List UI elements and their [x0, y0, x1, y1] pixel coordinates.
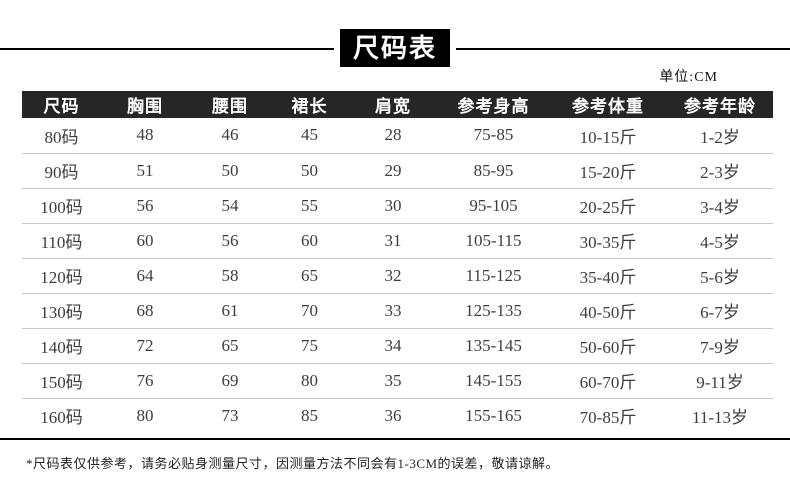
skirt-length-cell: 75 — [271, 328, 348, 364]
table-row: 150码 76 69 80 35 145-155 60-70斤 9-11岁 — [22, 363, 773, 399]
shoulder-width-cell: 34 — [348, 328, 438, 364]
table-row: 160码 80 73 85 36 155-165 70-85斤 11-13岁 — [22, 398, 773, 433]
skirt-length-cell: 60 — [271, 223, 348, 259]
chest-cell: 51 — [101, 153, 189, 189]
ref-weight-cell: 20-25斤 — [549, 188, 667, 224]
table-row: 110码 60 56 60 31 105-115 30-35斤 4-5岁 — [22, 223, 773, 259]
table-row: 120码 64 58 65 32 115-125 35-40斤 5-6岁 — [22, 258, 773, 294]
ref-weight-cell: 35-40斤 — [549, 258, 667, 294]
bottom-divider-line — [0, 438, 790, 440]
ref-age-cell: 11-13岁 — [691, 408, 749, 428]
size-cell: 140码 — [22, 328, 101, 364]
ref-weight-cell: 15-20斤 — [549, 153, 667, 189]
table-row: 100码 56 54 55 30 95-105 20-25斤 3-4岁 — [22, 188, 773, 224]
ref-weight-cell: 60-70斤 — [549, 363, 667, 399]
chest-cell: 60 — [101, 223, 189, 259]
size-cell: 110码 — [22, 223, 101, 259]
shoulder-width-cell: 32 — [348, 258, 438, 294]
ref-weight-cell: 30-35斤 — [549, 223, 667, 259]
ref-height-cell: 75-85 — [438, 118, 549, 154]
skirt-length-cell: 50 — [271, 153, 348, 189]
shoulder-width-cell: 35 — [348, 363, 438, 399]
waist-cell: 50 — [189, 153, 271, 189]
waist-cell: 69 — [189, 363, 271, 399]
skirt-length-cell: 80 — [271, 363, 348, 399]
table-row: 80码 48 46 45 28 75-85 10-15斤 1-2岁 — [22, 118, 773, 154]
waist-cell: 58 — [189, 258, 271, 294]
chest-cell: 76 — [101, 363, 189, 399]
ref-age-cell: 9-11岁 — [667, 363, 773, 399]
chest-cell: 64 — [101, 258, 189, 294]
col-header-size: 尺码 — [22, 91, 101, 118]
ref-weight-cell: 10-15斤 — [549, 118, 667, 154]
ref-height-cell: 85-95 — [438, 153, 549, 189]
table-body: 80码 48 46 45 28 75-85 10-15斤 1-2岁 90码 51 50 50 29 85-… — [22, 118, 773, 433]
ref-height-cell: 135-145 — [438, 328, 549, 364]
ref-height-cell: 95-105 — [438, 188, 549, 224]
skirt-length-cell: 65 — [271, 258, 348, 294]
waist-cell: 46 — [189, 118, 271, 154]
shoulder-width-cell: 28 — [348, 118, 438, 154]
size-cell: 90码 — [22, 153, 101, 189]
table-header-row: 尺码 胸围 腰围 裙长 肩宽 参考身高 参考体重 参考年龄 — [22, 91, 773, 118]
col-header-chest: 胸围 — [101, 91, 189, 118]
chest-cell: 72 — [101, 328, 189, 364]
ref-age-cell: 1-2岁 — [667, 118, 773, 154]
skirt-length-cell: 85 — [301, 405, 318, 425]
size-cell: 80码 — [22, 118, 101, 154]
col-header-waist: 腰围 — [189, 91, 271, 118]
chest-cell: 56 — [101, 188, 189, 224]
chest-cell: 68 — [101, 293, 189, 329]
ref-age-cell: 5-6岁 — [667, 258, 773, 294]
waist-cell: 73 — [221, 405, 239, 425]
unit-label: 单位:CM — [659, 70, 718, 85]
skirt-length-cell: 45 — [271, 118, 348, 154]
page-title: 尺码表 — [333, 29, 457, 67]
shoulder-width-cell: 36 — [384, 405, 402, 425]
ref-height-cell: 145-155 — [438, 363, 549, 399]
col-header-ref-height: 参考身高 — [438, 91, 549, 118]
ref-age-cell: 7-9岁 — [667, 328, 773, 364]
ref-height-cell: 105-115 — [438, 223, 549, 259]
ref-height-cell: 125-135 — [438, 293, 549, 329]
size-cell: 160码 — [40, 408, 83, 428]
waist-cell: 54 — [189, 188, 271, 224]
col-header-ref-age: 参考年龄 — [667, 91, 773, 118]
shoulder-width-cell: 33 — [348, 293, 438, 329]
waist-cell: 61 — [189, 293, 271, 329]
table-row: 90码 51 50 50 29 85-95 15-20斤 2-3岁 — [22, 153, 773, 189]
waist-cell: 65 — [189, 328, 271, 364]
table-row: 140码 72 65 75 34 135-145 50-60斤 7-9岁 — [22, 328, 773, 364]
ref-age-cell: 4-5岁 — [667, 223, 773, 259]
col-header-ref-weight: 参考体重 — [549, 91, 667, 118]
shoulder-width-cell: 29 — [348, 153, 438, 189]
size-cell: 150码 — [22, 363, 101, 399]
table-row: 130码 68 61 70 33 125-135 40-50斤 6-7岁 — [22, 293, 773, 329]
skirt-length-cell: 55 — [271, 188, 348, 224]
shoulder-width-cell: 31 — [348, 223, 438, 259]
size-table: 尺码 胸围 腰围 裙长 肩宽 参考身高 参考体重 参考年龄 80码 48 46 45 2… — [22, 91, 773, 433]
col-header-shoulder-width: 肩宽 — [348, 91, 438, 118]
chest-cell: 80 — [136, 405, 154, 425]
size-cell: 100码 — [22, 188, 101, 224]
ref-height-cell: 155-165 — [465, 405, 522, 425]
ref-age-cell: 6-7岁 — [667, 293, 773, 329]
ref-height-cell: 115-125 — [438, 258, 549, 294]
chest-cell: 48 — [101, 118, 189, 154]
ref-age-cell: 2-3岁 — [667, 153, 773, 189]
waist-cell: 56 — [189, 223, 271, 259]
skirt-length-cell: 70 — [271, 293, 348, 329]
ref-weight-cell: 70-85斤 — [579, 408, 637, 428]
footnote-text: *尺码表仅供参考，请务必贴身测量尺寸，因测量方法不同会有1-3CM的误差，敬请谅… — [26, 456, 560, 471]
ref-weight-cell: 40-50斤 — [549, 293, 667, 329]
shoulder-width-cell: 30 — [348, 188, 438, 224]
ref-age-cell: 3-4岁 — [667, 188, 773, 224]
size-cell: 130码 — [22, 293, 101, 329]
ref-weight-cell: 50-60斤 — [549, 328, 667, 364]
size-cell: 120码 — [22, 258, 101, 294]
col-header-skirt-length: 裙长 — [271, 91, 348, 118]
